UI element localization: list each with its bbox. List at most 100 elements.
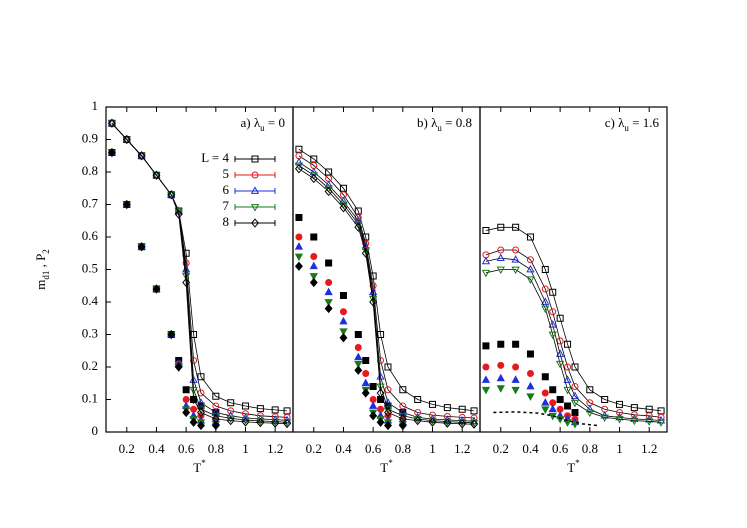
filled-marker <box>294 242 304 250</box>
x-tick-label: 1 <box>616 441 623 456</box>
open-marker <box>167 190 176 200</box>
open-marker <box>227 399 235 407</box>
filled-marker <box>548 404 557 413</box>
filled-marker <box>294 253 304 262</box>
open-marker <box>470 419 479 429</box>
x-tick-label: 0.2 <box>119 441 135 456</box>
filled-marker <box>526 381 535 390</box>
open-marker <box>196 398 206 406</box>
open-marker <box>564 340 572 348</box>
open-marker <box>190 357 198 364</box>
open-marker <box>585 409 594 418</box>
open-marker <box>384 407 392 418</box>
x-label-sup: * <box>388 458 393 468</box>
open-marker <box>181 273 191 281</box>
open-marker <box>399 386 407 394</box>
open-marker <box>294 164 303 174</box>
filled-marker <box>564 402 572 410</box>
filled-marker <box>481 375 491 383</box>
open-marker <box>549 308 557 316</box>
open-marker <box>309 173 318 184</box>
open-marker <box>601 396 609 403</box>
filled-marker <box>398 420 407 431</box>
x-tick-label: 1 <box>242 441 249 456</box>
open-marker <box>600 414 609 423</box>
filled-marker <box>496 373 505 382</box>
x-label-sup: * <box>575 458 580 468</box>
filled-marker <box>376 417 385 427</box>
filled-marker <box>339 328 348 336</box>
series-line <box>485 269 662 423</box>
filled-marker <box>309 273 318 281</box>
open-marker <box>555 349 565 357</box>
y-label-sub: d1 <box>41 271 51 280</box>
open-marker <box>107 118 117 127</box>
open-marker <box>174 209 183 219</box>
filled-marker <box>369 411 378 421</box>
open-marker <box>429 400 437 408</box>
legend-label: 7 <box>223 198 230 213</box>
filled-marker <box>354 360 363 369</box>
filled-marker <box>541 406 550 414</box>
open-marker <box>226 415 235 426</box>
filled-marker <box>497 361 505 369</box>
open-marker <box>571 363 579 371</box>
x-tick-label: 1.2 <box>641 441 657 456</box>
open-marker <box>548 331 557 340</box>
y-tick-label: 0.4 <box>82 293 99 308</box>
filled-marker <box>496 385 505 393</box>
annotation-prefix: c) λ <box>605 115 625 130</box>
open-marker <box>616 400 624 408</box>
filled-marker <box>549 386 557 394</box>
filled-marker <box>295 214 303 221</box>
reference-line <box>493 411 598 427</box>
open-marker <box>414 409 422 416</box>
open-marker <box>458 405 466 413</box>
y-label-sub: 2 <box>41 249 51 254</box>
open-marker <box>137 151 146 161</box>
filled-marker <box>361 378 370 387</box>
open-marker <box>122 134 131 143</box>
y-label-mid: , P <box>33 254 48 271</box>
x-axis-label: T* <box>567 458 580 475</box>
open-marker <box>167 190 176 198</box>
filled-marker <box>294 261 303 271</box>
open-marker <box>541 297 550 305</box>
open-marker <box>152 172 161 180</box>
annotation-suffix: = 0 <box>265 115 285 130</box>
filled-marker <box>309 277 318 288</box>
open-marker <box>496 253 505 262</box>
series-line <box>298 168 475 425</box>
filled-marker <box>324 299 333 307</box>
open-marker <box>413 415 422 426</box>
filled-marker <box>563 419 572 427</box>
open-marker <box>369 297 378 307</box>
filled-marker <box>189 417 198 427</box>
open-marker <box>564 363 572 371</box>
filled-marker <box>137 242 146 252</box>
panel-annotation: b) λu = 0.8 <box>417 115 472 133</box>
y-axis-label: md1 , P2 <box>33 249 51 290</box>
series-line <box>111 123 288 421</box>
open-marker <box>443 404 451 412</box>
open-marker <box>107 120 117 128</box>
x-tick-label: 0.6 <box>552 441 569 456</box>
open-marker <box>526 264 535 273</box>
filled-marker <box>197 420 205 431</box>
open-marker <box>570 399 580 408</box>
filled-marker <box>339 333 348 343</box>
open-marker <box>376 388 385 398</box>
filled-marker <box>512 340 520 348</box>
y-tick-label: 0.7 <box>82 195 99 210</box>
x-tick-label: 1.2 <box>267 441 283 456</box>
y-tick-label: 0.3 <box>82 325 98 340</box>
open-marker <box>526 276 535 284</box>
open-marker <box>511 255 520 263</box>
filled-marker <box>310 233 318 241</box>
filled-marker <box>541 389 549 397</box>
filled-marker <box>309 261 318 270</box>
legend-label: 5 <box>223 166 230 181</box>
open-marker <box>271 406 279 414</box>
x-axis-label: T* <box>380 458 393 475</box>
open-marker <box>384 386 392 394</box>
